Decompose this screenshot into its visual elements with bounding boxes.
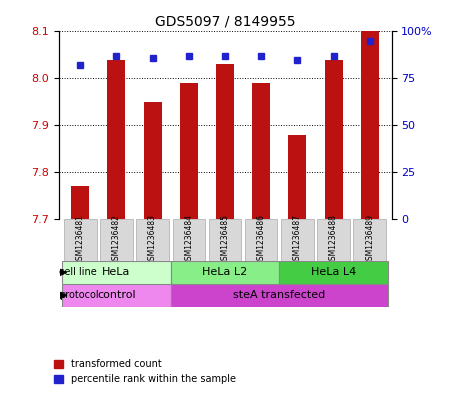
Text: ▶: ▶ (60, 290, 68, 300)
FancyBboxPatch shape (281, 219, 314, 261)
FancyBboxPatch shape (171, 261, 279, 284)
Text: protocol: protocol (59, 290, 99, 300)
FancyBboxPatch shape (62, 261, 171, 284)
Bar (180, 83, 198, 219)
Text: HeLa L4: HeLa L4 (311, 267, 356, 277)
Bar (108, 60, 126, 219)
Text: HeLa L2: HeLa L2 (202, 267, 248, 277)
Text: GSM1236483: GSM1236483 (148, 214, 157, 265)
FancyBboxPatch shape (136, 219, 169, 261)
Text: GSM1236487: GSM1236487 (293, 214, 302, 265)
FancyBboxPatch shape (62, 284, 171, 307)
FancyBboxPatch shape (100, 219, 133, 261)
Text: steA transfected: steA transfected (233, 290, 325, 300)
Text: ▶: ▶ (60, 267, 68, 277)
FancyBboxPatch shape (171, 284, 388, 307)
Text: control: control (97, 290, 136, 300)
Text: GSM1236489: GSM1236489 (365, 214, 374, 265)
FancyBboxPatch shape (317, 219, 350, 261)
Bar (252, 83, 270, 219)
Text: GSM1236481: GSM1236481 (76, 215, 85, 265)
Bar (288, 135, 306, 219)
FancyBboxPatch shape (279, 261, 388, 284)
FancyBboxPatch shape (64, 219, 96, 261)
Title: GDS5097 / 8149955: GDS5097 / 8149955 (155, 15, 295, 29)
FancyBboxPatch shape (209, 219, 241, 261)
Text: GSM1236488: GSM1236488 (329, 215, 338, 265)
Bar (71, 186, 89, 219)
FancyBboxPatch shape (354, 219, 386, 261)
Legend: transformed count, percentile rank within the sample: transformed count, percentile rank withi… (50, 356, 240, 388)
Bar (361, 31, 379, 219)
Text: HeLa: HeLa (102, 267, 130, 277)
FancyBboxPatch shape (245, 219, 278, 261)
FancyBboxPatch shape (172, 219, 205, 261)
Text: cell line: cell line (59, 267, 97, 277)
Bar (216, 64, 234, 219)
Text: GSM1236486: GSM1236486 (256, 214, 266, 265)
Bar (324, 60, 342, 219)
Bar (144, 102, 162, 219)
Text: GSM1236482: GSM1236482 (112, 215, 121, 265)
Text: GSM1236485: GSM1236485 (220, 214, 230, 265)
Text: GSM1236484: GSM1236484 (184, 214, 194, 265)
